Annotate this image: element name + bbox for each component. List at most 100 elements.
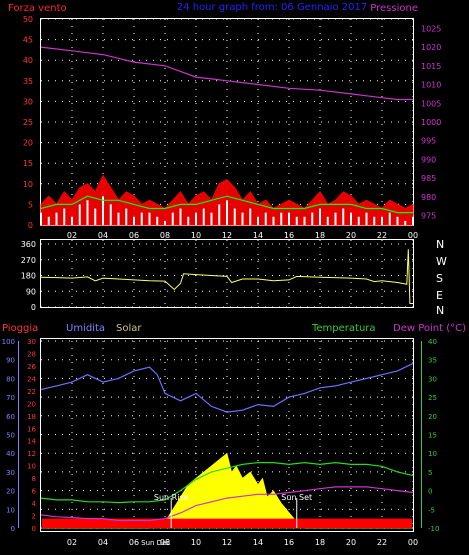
bottom-time-tick-label: 20	[346, 538, 356, 547]
top-time-tick-label: 12	[222, 231, 232, 240]
dewpoint-axis-title: Dew Point (°C)	[393, 323, 466, 334]
pressure-tick-label: 1000	[421, 118, 441, 127]
wind-tick-label: 15	[23, 159, 33, 168]
direction-letter-n-top: N	[436, 238, 444, 251]
bottom-time-tick-label: 06	[129, 538, 139, 547]
humidity-line	[40, 362, 414, 413]
humidity-tick-label: 40	[6, 450, 15, 458]
top-time-tick-label: 08	[160, 231, 170, 240]
rain-tick-label: 14	[27, 438, 36, 446]
bottom-time-tick-label: 02	[67, 538, 77, 547]
rain-tick-label: 10	[27, 463, 36, 471]
humidity-tick-label: 0	[11, 525, 15, 533]
top-time-tick-label: 00	[408, 231, 418, 240]
solar-radiation-area	[41, 452, 413, 529]
direction-letter-e: E	[436, 289, 443, 302]
direction-letter-w: W	[436, 255, 447, 268]
temperature-tick-label: 5	[428, 469, 432, 477]
temperature-tick-label: 20	[428, 413, 437, 421]
temperature-tick-label: 15	[428, 432, 437, 440]
wind-tick-label: 0	[28, 221, 33, 230]
rain-tick-label: 12	[27, 450, 36, 458]
humidity-tick-label: 70	[6, 394, 15, 402]
humidity-tick-label: 80	[6, 375, 15, 383]
direction-letter-s: S	[436, 272, 443, 285]
pressure-axis-title: Pressione	[370, 3, 418, 14]
temperature-tick-label: 30	[428, 375, 437, 383]
top-time-tick-label: 18	[315, 231, 325, 240]
wind-tick-label: 45	[23, 36, 33, 45]
wind-average-line	[40, 195, 413, 214]
pressure-tick-label: 985	[421, 174, 436, 183]
sun-rise-label: Sun Rise	[154, 493, 189, 502]
top-time-tick-label: 10	[191, 231, 201, 240]
top-time-tick-label: 04	[98, 231, 108, 240]
pressure-tick-label: 1025	[421, 24, 441, 33]
wind-tick-label: 10	[23, 180, 33, 189]
rain-tick-label: 28	[27, 350, 36, 358]
pressure-tick-label: 1020	[421, 43, 441, 52]
rain-tick-label: 2	[32, 513, 36, 521]
direction-tick-label: 360	[21, 240, 36, 249]
humidity-tick-label: 100	[2, 338, 15, 346]
panel-bottom-frame	[40, 338, 414, 532]
temperature-tick-label: -10	[428, 525, 439, 533]
top-time-tick-label: 14	[253, 231, 263, 240]
wind-tick-label: 50	[23, 15, 33, 24]
panel-direction-frame	[40, 239, 414, 308]
temperature-line	[40, 461, 414, 504]
humidity-tick-label: 50	[6, 432, 15, 440]
solar-axis-title: Solar	[116, 323, 142, 334]
bottom-time-tick-label: 18	[315, 538, 325, 547]
rain-tick-label: 30	[27, 338, 36, 346]
temperature-tick-label: -5	[428, 506, 435, 514]
pressure-tick-label: 980	[421, 193, 436, 202]
wind-tick-label: 25	[23, 118, 33, 127]
humidity-tick-label: 10	[6, 506, 15, 514]
direction-tick-label: 90	[26, 287, 36, 296]
rain-tick-label: 22	[27, 388, 36, 396]
top-time-tick-label: 02	[67, 231, 77, 240]
rain-tick-label: 26	[27, 363, 36, 371]
rain-axis-title: Pioggia	[2, 323, 38, 334]
graph-date-title: 24 hour graph from: 06 Gennaio 2017	[177, 2, 367, 13]
temperature-tick-label: 40	[428, 338, 437, 346]
top-time-tick-label: 22	[377, 231, 387, 240]
bottom-time-tick-label: 12	[222, 538, 232, 547]
bottom-time-tick-label: 04	[98, 538, 108, 547]
rain-tick-label: 6	[32, 488, 37, 496]
dewpoint-line	[40, 486, 414, 522]
direction-tick-label: 270	[21, 256, 36, 265]
pressure-tick-label: 1015	[421, 62, 441, 71]
top-time-tick-label: 16	[284, 231, 294, 240]
sun-dec-label: Sun Dec	[141, 539, 170, 547]
temperature-tick-label: 25	[428, 394, 437, 402]
direction-tick-label: 0	[31, 303, 36, 312]
sun-set-label: Sun Set	[281, 493, 312, 502]
humidity-axis-title: Umidita	[66, 323, 105, 334]
wind-direction-line	[40, 249, 413, 304]
temperature-tick-label: 35	[428, 357, 437, 365]
rain-tick-label: 24	[27, 375, 36, 383]
rain-tick-label: 18	[27, 413, 36, 421]
bottom-time-tick-label: 10	[191, 538, 201, 547]
temperature-tick-label: 10	[428, 450, 437, 458]
wind-axis-title: Forza vento	[8, 3, 67, 14]
humidity-tick-label: 20	[6, 488, 15, 496]
wind-tick-label: 35	[23, 77, 33, 86]
wind-tick-label: 20	[23, 139, 33, 148]
wind-tick-label: 40	[23, 56, 33, 65]
pressure-tick-label: 975	[421, 212, 436, 221]
pressure-tick-label: 990	[421, 155, 436, 164]
rain-tick-label: 16	[27, 425, 36, 433]
wind-tick-label: 30	[23, 97, 33, 106]
pressure-tick-label: 995	[421, 137, 436, 146]
humidity-tick-label: 60	[6, 413, 15, 421]
top-time-tick-label: 06	[129, 231, 139, 240]
rain-tick-label: 0	[32, 525, 36, 533]
pressure-tick-label: 1010	[421, 81, 441, 90]
wind-tick-label: 5	[28, 200, 33, 209]
pressure-line	[40, 46, 413, 101]
temperature-tick-label: 0	[428, 488, 432, 496]
